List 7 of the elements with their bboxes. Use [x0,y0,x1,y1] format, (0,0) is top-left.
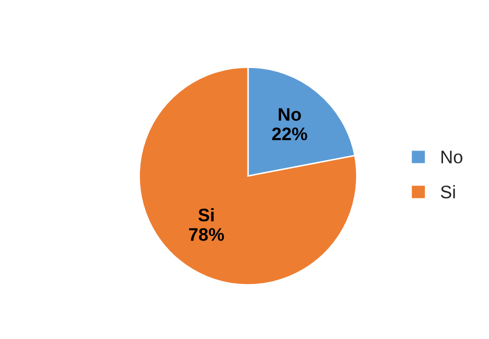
data-label: 78% [189,228,224,241]
legend-label: Si [440,185,455,198]
slice-label: Si [198,208,214,222]
data-label: 22% [272,127,308,140]
pie-slice [138,66,358,286]
legend-label: No [442,150,462,164]
slice-label: No [278,108,301,121]
